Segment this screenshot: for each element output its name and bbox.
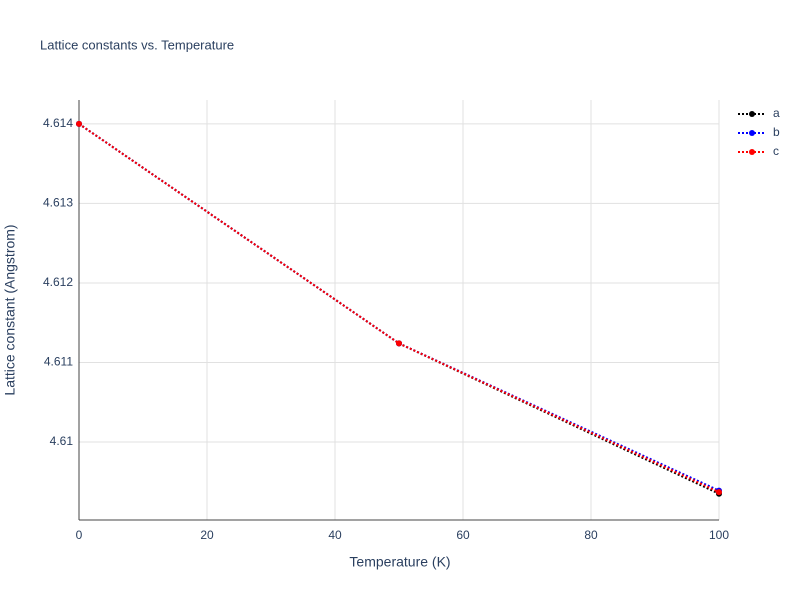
x-tick-label: 100 (709, 528, 729, 542)
series-line (78, 123, 720, 495)
legend-item[interactable]: b (738, 125, 780, 139)
legend-item[interactable]: c (738, 144, 779, 158)
legend-marker (749, 111, 755, 117)
chart-title: Lattice constants vs. Temperature (40, 37, 234, 52)
x-tick-label: 20 (200, 528, 214, 542)
legend-marker (749, 149, 755, 155)
x-axis-label: Temperature (K) (349, 554, 450, 570)
series-line (78, 123, 720, 492)
data-point (716, 489, 722, 496)
y-tick-label: 4.614 (43, 116, 73, 130)
y-tick-label: 4.611 (44, 355, 73, 369)
legend-label: c (773, 144, 779, 158)
y-axis-label: Lattice constant (Angstrom) (2, 224, 18, 395)
legend-item[interactable]: a (738, 106, 780, 120)
legend-marker (749, 130, 755, 136)
legend-label: a (773, 106, 780, 120)
data-point (76, 120, 82, 127)
y-tick-label: 4.61 (50, 434, 74, 448)
x-tick-label: 80 (584, 528, 598, 542)
series-line (78, 123, 720, 494)
x-tick-label: 60 (456, 528, 470, 542)
x-tick-label: 0 (76, 528, 83, 542)
x-tick-label: 40 (328, 528, 342, 542)
legend-label: b (773, 125, 780, 139)
y-tick-label: 4.613 (43, 196, 73, 210)
y-tick-label: 4.612 (43, 275, 73, 289)
data-point (396, 340, 402, 347)
